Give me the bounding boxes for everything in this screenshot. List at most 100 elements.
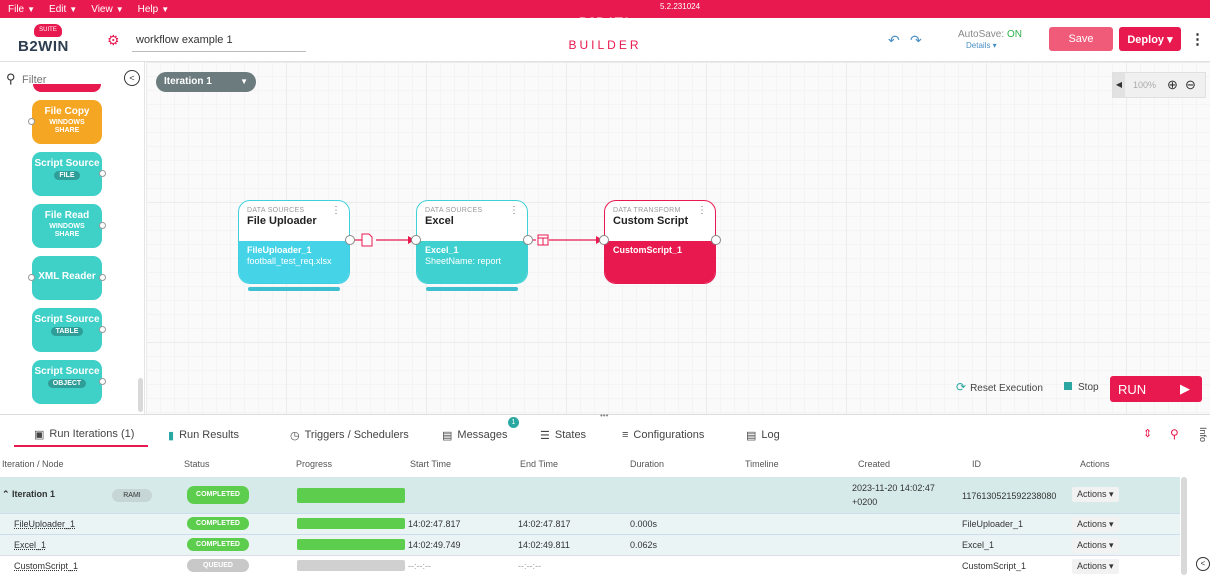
details-label: Details xyxy=(966,41,991,50)
iteration-name: Iteration 1 xyxy=(12,489,56,499)
node-excel[interactable]: DATA SOURCES Excel ⋮ Excel_1 SheetName: … xyxy=(416,200,528,284)
autosave-details-link[interactable]: Details ▾ xyxy=(966,41,997,50)
node-menu-icon[interactable]: ⋮ xyxy=(697,205,707,216)
redo-icon[interactable]: ↷ xyxy=(910,32,922,48)
palette-scrollbar[interactable] xyxy=(138,378,143,412)
node-name[interactable]: Excel_1 xyxy=(14,540,47,550)
chevron-down-icon: ▼ xyxy=(115,4,124,14)
table-row[interactable]: FileUploader_1 COMPLETED 14:02:47.817 14… xyxy=(0,513,1180,534)
zoom-in-icon[interactable]: ⊕ xyxy=(1167,77,1178,92)
table-row-iteration[interactable]: ⌃ Iteration 1 RAMI COMPLETED 2023-11-20 … xyxy=(0,477,1180,513)
chevron-down-icon: ▼ xyxy=(69,4,78,14)
tab-messages[interactable]: ▤ Messages 1 xyxy=(442,417,519,447)
actions-dropdown[interactable]: Actions ▾ xyxy=(1072,487,1119,502)
node-id: CustomScript_1 xyxy=(962,561,1027,571)
run-iterations-icon: ▣ xyxy=(34,428,45,441)
tab-label: Log xyxy=(761,429,780,441)
play-icon: ▶ xyxy=(1180,381,1190,396)
message-icon: ▤ xyxy=(442,429,453,442)
table-scrollbar[interactable] xyxy=(1181,477,1187,575)
resize-handle[interactable]: ••• xyxy=(600,411,609,420)
output-port[interactable] xyxy=(711,235,721,245)
expand-collapse-icon[interactable]: ⇕ xyxy=(1143,428,1153,440)
collapse-palette-button[interactable]: < xyxy=(124,70,140,86)
menu-file[interactable]: File ▼ xyxy=(8,4,35,15)
input-port[interactable] xyxy=(411,235,421,245)
zoom-level: 100% xyxy=(1133,80,1157,90)
node-title: Custom Script xyxy=(613,215,689,227)
collapse-zoom-icon[interactable]: ◀ xyxy=(1113,73,1125,97)
gear-icon[interactable]: ⚙ xyxy=(107,32,120,48)
palette-item-script-source-file[interactable]: Script Source FILE xyxy=(32,152,106,196)
palette-item-script-source-table[interactable]: Script Source TABLE xyxy=(32,308,106,352)
palette-item-partial[interactable] xyxy=(33,84,101,92)
node-file-uploader[interactable]: DATA SOURCES File Uploader ⋮ FileUploade… xyxy=(238,200,350,284)
deploy-button[interactable]: Deploy ▾ xyxy=(1119,27,1181,51)
reset-execution-button[interactable]: ⟳ Reset Execution xyxy=(956,380,1043,394)
zoom-out-icon[interactable]: ⊖ xyxy=(1185,77,1196,92)
workflow-canvas[interactable]: Iteration 1 ▼ ◀ 100% ⊕ ⊖ DATA SOURCES Fi… xyxy=(146,62,1210,414)
run-label: RUN xyxy=(1118,381,1147,397)
output-port xyxy=(99,326,106,333)
palette-item-title: Script Source xyxy=(34,158,100,169)
iteration-select[interactable]: Iteration 1 ▼ xyxy=(156,72,256,92)
created-tz: +0200 xyxy=(852,497,878,507)
actions-label: Actions xyxy=(1077,561,1107,571)
palette-item-file-copy[interactable]: File Copy WINDOWS SHARE xyxy=(28,100,102,144)
input-port xyxy=(28,118,35,125)
node-category: DATA SOURCES xyxy=(247,207,305,214)
output-port[interactable] xyxy=(345,235,355,245)
node-name[interactable]: FileUploader_1 xyxy=(14,519,76,529)
node-custom-script[interactable]: DATA TRANSFORM Custom Script ⋮ CustomScr… xyxy=(604,200,716,284)
actions-dropdown[interactable]: Actions ▾ xyxy=(1072,559,1119,574)
tab-configurations[interactable]: ≡ Configurations xyxy=(622,423,704,447)
tab-log[interactable]: ▤ Log xyxy=(746,423,780,447)
save-button[interactable]: Save xyxy=(1049,27,1113,51)
tab-run-results[interactable]: ▮ Run Results xyxy=(168,423,239,447)
search-icon[interactable]: ⚲ xyxy=(1170,427,1179,441)
node-instance: FileUploader_1 xyxy=(247,245,312,255)
more-options-icon[interactable]: ⋮ xyxy=(1190,31,1205,48)
node-menu-icon[interactable]: ⋮ xyxy=(509,205,519,216)
tab-states[interactable]: ☰ States xyxy=(540,423,586,447)
iteration-toggle[interactable]: ⌃ Iteration 1 xyxy=(2,489,56,499)
palette-item-file-read[interactable]: File Read WINDOWS SHARE xyxy=(32,204,106,248)
info-side-tab[interactable]: Info xyxy=(1198,427,1208,443)
menu-help[interactable]: Help ▼ xyxy=(138,4,170,15)
side-collapse-button[interactable]: < xyxy=(1196,557,1210,571)
run-button[interactable]: RUN ▶ xyxy=(1110,376,1202,402)
actions-label: Actions xyxy=(1077,540,1107,550)
workflow-name-input[interactable] xyxy=(132,28,306,52)
node-name[interactable]: CustomScript_1 xyxy=(14,561,79,571)
tab-run-iterations[interactable]: ▣ Run Iterations (1) xyxy=(14,423,148,447)
palette-item-xml-reader[interactable]: XML Reader xyxy=(28,256,106,300)
node-id: FileUploader_1 xyxy=(962,519,1024,529)
chevron-down-icon: ▼ xyxy=(240,77,248,86)
node-detail: SheetName: report xyxy=(425,256,502,266)
menu-view-label: View xyxy=(91,3,113,15)
stop-label: Stop xyxy=(1078,382,1099,393)
undo-icon[interactable]: ↶ xyxy=(888,32,900,48)
palette-item-title: Script Source xyxy=(34,314,100,325)
node-instance: CustomScript_1 xyxy=(613,245,683,255)
list-icon: ☰ xyxy=(540,429,550,442)
actions-dropdown[interactable]: Actions ▾ xyxy=(1072,538,1119,553)
table-row[interactable]: CustomScript_1 QUEUED --:--:-- --:--:-- … xyxy=(0,555,1180,576)
duration: 0.000s xyxy=(630,519,658,529)
column-header: Duration xyxy=(630,459,665,469)
menu-view[interactable]: View ▼ xyxy=(91,4,123,15)
table-row[interactable]: Excel_1 COMPLETED 14:02:49.749 14:02:49.… xyxy=(0,534,1180,555)
zoom-controls: ◀ 100% ⊕ ⊖ xyxy=(1112,72,1206,98)
bar-chart-icon: ▮ xyxy=(168,429,175,442)
output-port[interactable] xyxy=(523,235,533,245)
tab-triggers[interactable]: ◷ Triggers / Schedulers xyxy=(290,423,409,447)
input-port xyxy=(28,274,35,281)
status-badge: QUEUED xyxy=(187,559,249,572)
actions-dropdown[interactable]: Actions ▾ xyxy=(1072,517,1119,532)
palette-item-title: XML Reader xyxy=(38,271,96,282)
palette-item-script-source-object[interactable]: Script Source OBJECT xyxy=(32,360,106,404)
input-port[interactable] xyxy=(599,235,609,245)
node-menu-icon[interactable]: ⋮ xyxy=(331,205,341,216)
stop-button[interactable]: Stop xyxy=(1064,382,1099,393)
menu-edit[interactable]: Edit ▼ xyxy=(49,4,77,15)
